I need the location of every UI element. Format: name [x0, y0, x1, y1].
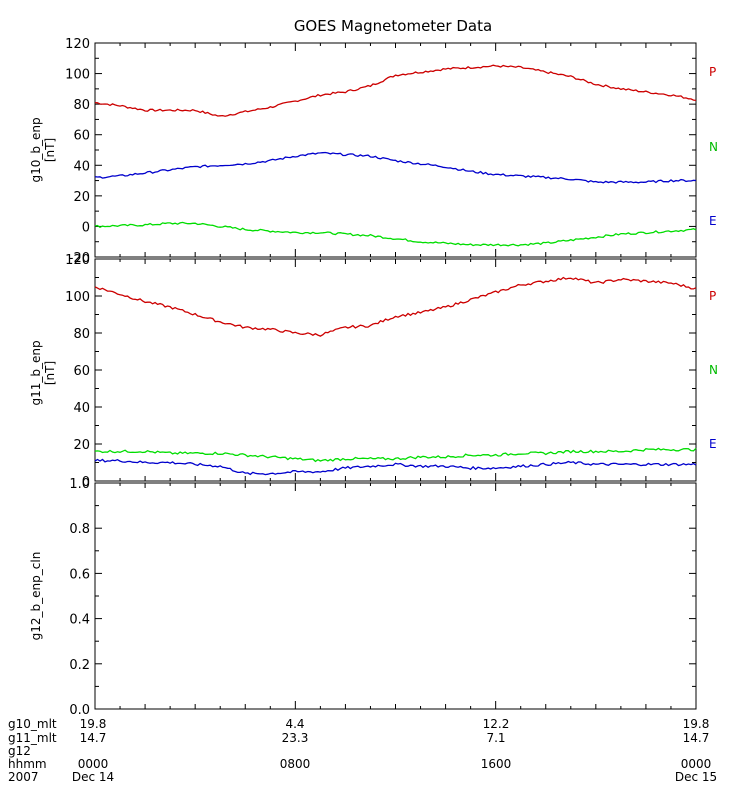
- panel-g11-ylabel: g11_b_enp: [29, 340, 43, 405]
- panel-g10-series-e-line: [94, 151, 697, 184]
- hhmm-3: 0000: [681, 757, 712, 771]
- panel-g10-series-p-line: [94, 64, 697, 117]
- panel-g12-ytick-label-5: 1.0: [69, 477, 90, 492]
- x-axis-annotations: g10_mlt g11_mlt g12 hhmm 2007 19.8 4.4 1…: [8, 717, 717, 784]
- hhmm-1: 0800: [280, 757, 311, 771]
- panel-g10-series-n-line: [94, 221, 697, 247]
- panel-g10-legend-n: N: [709, 140, 718, 154]
- panel-g10-ylabel: g10_b_enp: [29, 117, 43, 182]
- g10-mlt-3: 19.8: [683, 717, 710, 731]
- g10-mlt-2: 12.2: [483, 717, 510, 731]
- panel-g11-series-e-line: [94, 458, 697, 476]
- panel-g10-ytick-label-5: 80: [73, 98, 90, 113]
- row-label-g11-mlt: g11_mlt: [8, 731, 57, 745]
- row-label-hhmm: hhmm: [8, 757, 47, 771]
- panel-g11-frame: [94, 258, 697, 482]
- hhmm-0: 0000: [78, 757, 109, 771]
- panel-g12-ytick-label-2: 0.4: [69, 613, 90, 628]
- panel-g12-ytick-label-1: 0.2: [69, 658, 90, 673]
- panel-g10-ytick-label-0: -20: [69, 251, 90, 266]
- g11-mlt-0: 14.7: [80, 731, 107, 745]
- panel-g10-ytick-label-3: 40: [73, 159, 90, 174]
- g11-mlt-1: 23.3: [282, 731, 309, 745]
- hhmm-2: 1600: [481, 757, 512, 771]
- panel-g12-frame: [94, 482, 697, 710]
- panel-g11-legend-n: N: [709, 363, 718, 377]
- date-end: Dec 15: [675, 770, 717, 784]
- panel-g12-ytick-label-4: 0.8: [69, 522, 90, 537]
- panel-g11-legend-p: P: [709, 289, 716, 303]
- panel-g10-ytick-label-7: 120: [65, 37, 90, 52]
- panel-g11-series-p-line: [94, 276, 697, 337]
- panel-g10-ytick-label-6: 100: [65, 68, 90, 83]
- panel-g10-ytick-label-2: 20: [73, 190, 90, 205]
- panel-g12-ylabel: g12_b_enp_cln: [29, 552, 43, 641]
- panel-g11-ytick-label-6: 120: [65, 253, 90, 268]
- g11-mlt-2: 7.1: [486, 731, 505, 745]
- row-label-g12: g12: [8, 744, 31, 758]
- date-start: Dec 14: [72, 770, 114, 784]
- panel-g10-legend-p: P: [709, 65, 716, 79]
- g10-mlt-0: 19.8: [80, 717, 107, 731]
- row-label-g10-mlt: g10_mlt: [8, 717, 57, 731]
- panel-g11-legend-e: E: [709, 437, 717, 451]
- g11-mlt-3: 14.7: [683, 731, 710, 745]
- panel-g11: 0 20 40 60 80 100 120 g11_b_enp [nT] P N E: [29, 253, 718, 490]
- panel-g11-ytick-label-5: 100: [65, 290, 90, 305]
- panel-g11-ytick-label-4: 80: [73, 327, 90, 342]
- panel-g12: 0.0 0.2 0.4 0.6 0.8 1.0 g12_b_enp_cln: [29, 477, 697, 718]
- panel-g10-yunit: [nT]: [43, 138, 57, 162]
- row-label-year: 2007: [8, 770, 39, 784]
- panel-g10: -20 0 20 40 60 80 100 120 g10_b_enp [nT] P N E: [29, 37, 718, 266]
- panel-g10-legend-e: E: [709, 214, 717, 228]
- g10-mlt-1: 4.4: [285, 717, 304, 731]
- panel-g10-ytick-label-1: 0: [82, 220, 90, 235]
- panel-g10-ytick-label-4: 60: [73, 129, 90, 144]
- panel-g11-ytick-label-3: 60: [73, 364, 90, 379]
- panel-g11-ytick-label-1: 20: [73, 438, 90, 453]
- chart-title: GOES Magnetometer Data: [294, 17, 492, 35]
- panel-g12-ytick-label-0: 0.0: [69, 703, 90, 718]
- panel-g11-ytick-label-0: 0: [82, 475, 90, 490]
- panel-g11-series-n-line: [94, 447, 697, 463]
- panel-g12-ytick-label-3: 0.6: [69, 567, 90, 582]
- panel-g11-ytick-label-2: 40: [73, 401, 90, 416]
- panel-g11-yunit: [nT]: [43, 361, 57, 385]
